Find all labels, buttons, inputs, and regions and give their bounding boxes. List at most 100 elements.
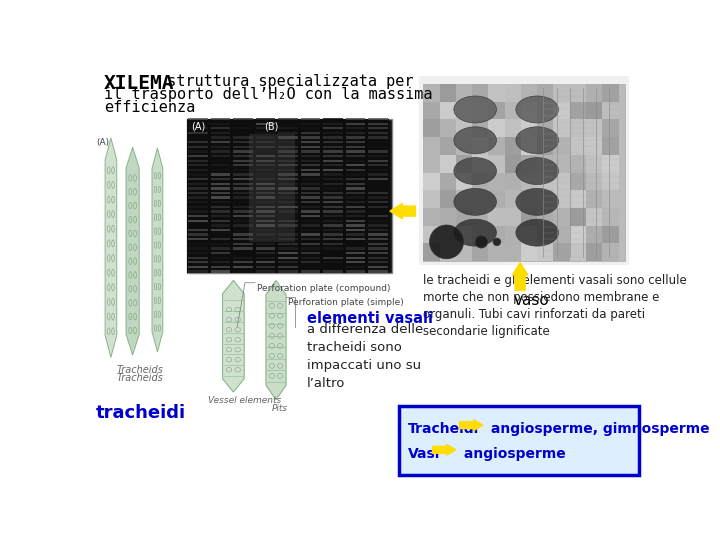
Bar <box>256 206 275 208</box>
Bar <box>301 168 320 171</box>
Bar <box>488 226 505 244</box>
Bar <box>189 150 208 153</box>
Bar <box>233 141 253 143</box>
Bar <box>346 137 365 139</box>
Text: Perforation plate (compound): Perforation plate (compound) <box>256 284 390 293</box>
Bar <box>346 127 365 130</box>
Bar <box>570 84 586 102</box>
Bar <box>488 190 505 208</box>
Bar <box>323 164 343 166</box>
Bar <box>279 256 297 259</box>
Text: Tracheidi: Tracheidi <box>408 422 479 436</box>
Bar <box>586 173 602 190</box>
Bar <box>537 226 554 244</box>
Bar <box>323 159 343 162</box>
Bar <box>346 132 365 134</box>
Bar <box>368 233 387 236</box>
Bar <box>233 127 253 130</box>
Bar <box>554 226 570 244</box>
Bar <box>301 206 320 208</box>
Bar <box>189 220 208 222</box>
Bar <box>346 118 365 120</box>
Bar <box>233 271 253 273</box>
Bar <box>368 183 387 185</box>
Text: le tracheidi e gli elementi vasali sono cellule
morte che non possiedono membran: le tracheidi e gli elementi vasali sono … <box>423 274 687 338</box>
Bar <box>211 256 230 259</box>
Bar <box>256 168 275 171</box>
Bar <box>439 102 456 119</box>
Bar <box>233 168 253 171</box>
Bar <box>456 226 472 244</box>
Ellipse shape <box>454 188 497 215</box>
Bar <box>423 137 439 155</box>
Bar <box>233 224 253 226</box>
Bar <box>346 256 365 259</box>
Bar <box>301 187 320 190</box>
Bar <box>537 155 554 173</box>
Bar <box>233 229 253 231</box>
Bar <box>279 233 297 236</box>
Bar <box>211 220 230 222</box>
Bar <box>301 132 320 134</box>
Ellipse shape <box>516 96 559 123</box>
Bar <box>279 159 297 162</box>
Bar <box>189 211 208 213</box>
Polygon shape <box>105 138 117 357</box>
Bar <box>189 256 208 259</box>
Bar <box>233 247 253 249</box>
Bar <box>323 187 343 190</box>
Bar <box>211 127 230 130</box>
Bar <box>346 215 365 217</box>
Bar <box>279 206 297 208</box>
Bar <box>279 123 297 125</box>
Polygon shape <box>126 147 139 355</box>
Bar <box>602 208 618 226</box>
Bar <box>301 224 320 226</box>
Bar <box>554 173 570 190</box>
Bar <box>189 242 208 245</box>
Bar <box>368 242 387 245</box>
Bar <box>505 173 521 190</box>
Bar <box>456 155 472 173</box>
Bar <box>537 102 554 119</box>
Bar <box>346 238 365 240</box>
Bar <box>368 247 387 249</box>
Bar <box>570 244 586 261</box>
Bar <box>456 119 472 137</box>
Bar <box>505 190 521 208</box>
Bar <box>554 137 570 155</box>
Bar <box>521 84 537 102</box>
Bar <box>189 197 208 199</box>
Text: struttura specializzata per: struttura specializzata per <box>158 74 414 89</box>
Bar <box>346 164 365 166</box>
Bar <box>189 168 208 171</box>
Bar <box>279 220 297 222</box>
Bar <box>189 261 208 264</box>
Bar <box>323 261 343 264</box>
Bar <box>189 229 208 231</box>
Bar <box>256 256 275 259</box>
Bar <box>346 146 365 148</box>
Bar <box>301 229 320 231</box>
Bar <box>602 173 618 190</box>
Text: angiosperme: angiosperme <box>459 447 566 461</box>
Text: Tracheids: Tracheids <box>117 365 164 375</box>
Bar <box>279 261 297 264</box>
Bar <box>586 119 602 137</box>
Bar <box>211 173 230 176</box>
Bar <box>233 164 253 166</box>
Bar <box>323 247 343 249</box>
Bar <box>279 150 297 153</box>
Bar <box>554 208 570 226</box>
Bar <box>279 141 297 143</box>
Bar <box>472 208 488 226</box>
Bar <box>256 271 275 273</box>
Bar <box>346 183 365 185</box>
Bar <box>323 271 343 273</box>
Bar <box>189 159 208 162</box>
Bar <box>570 190 586 208</box>
Bar <box>256 127 275 130</box>
Bar <box>423 84 439 102</box>
Bar <box>323 141 343 143</box>
Bar <box>472 173 488 190</box>
